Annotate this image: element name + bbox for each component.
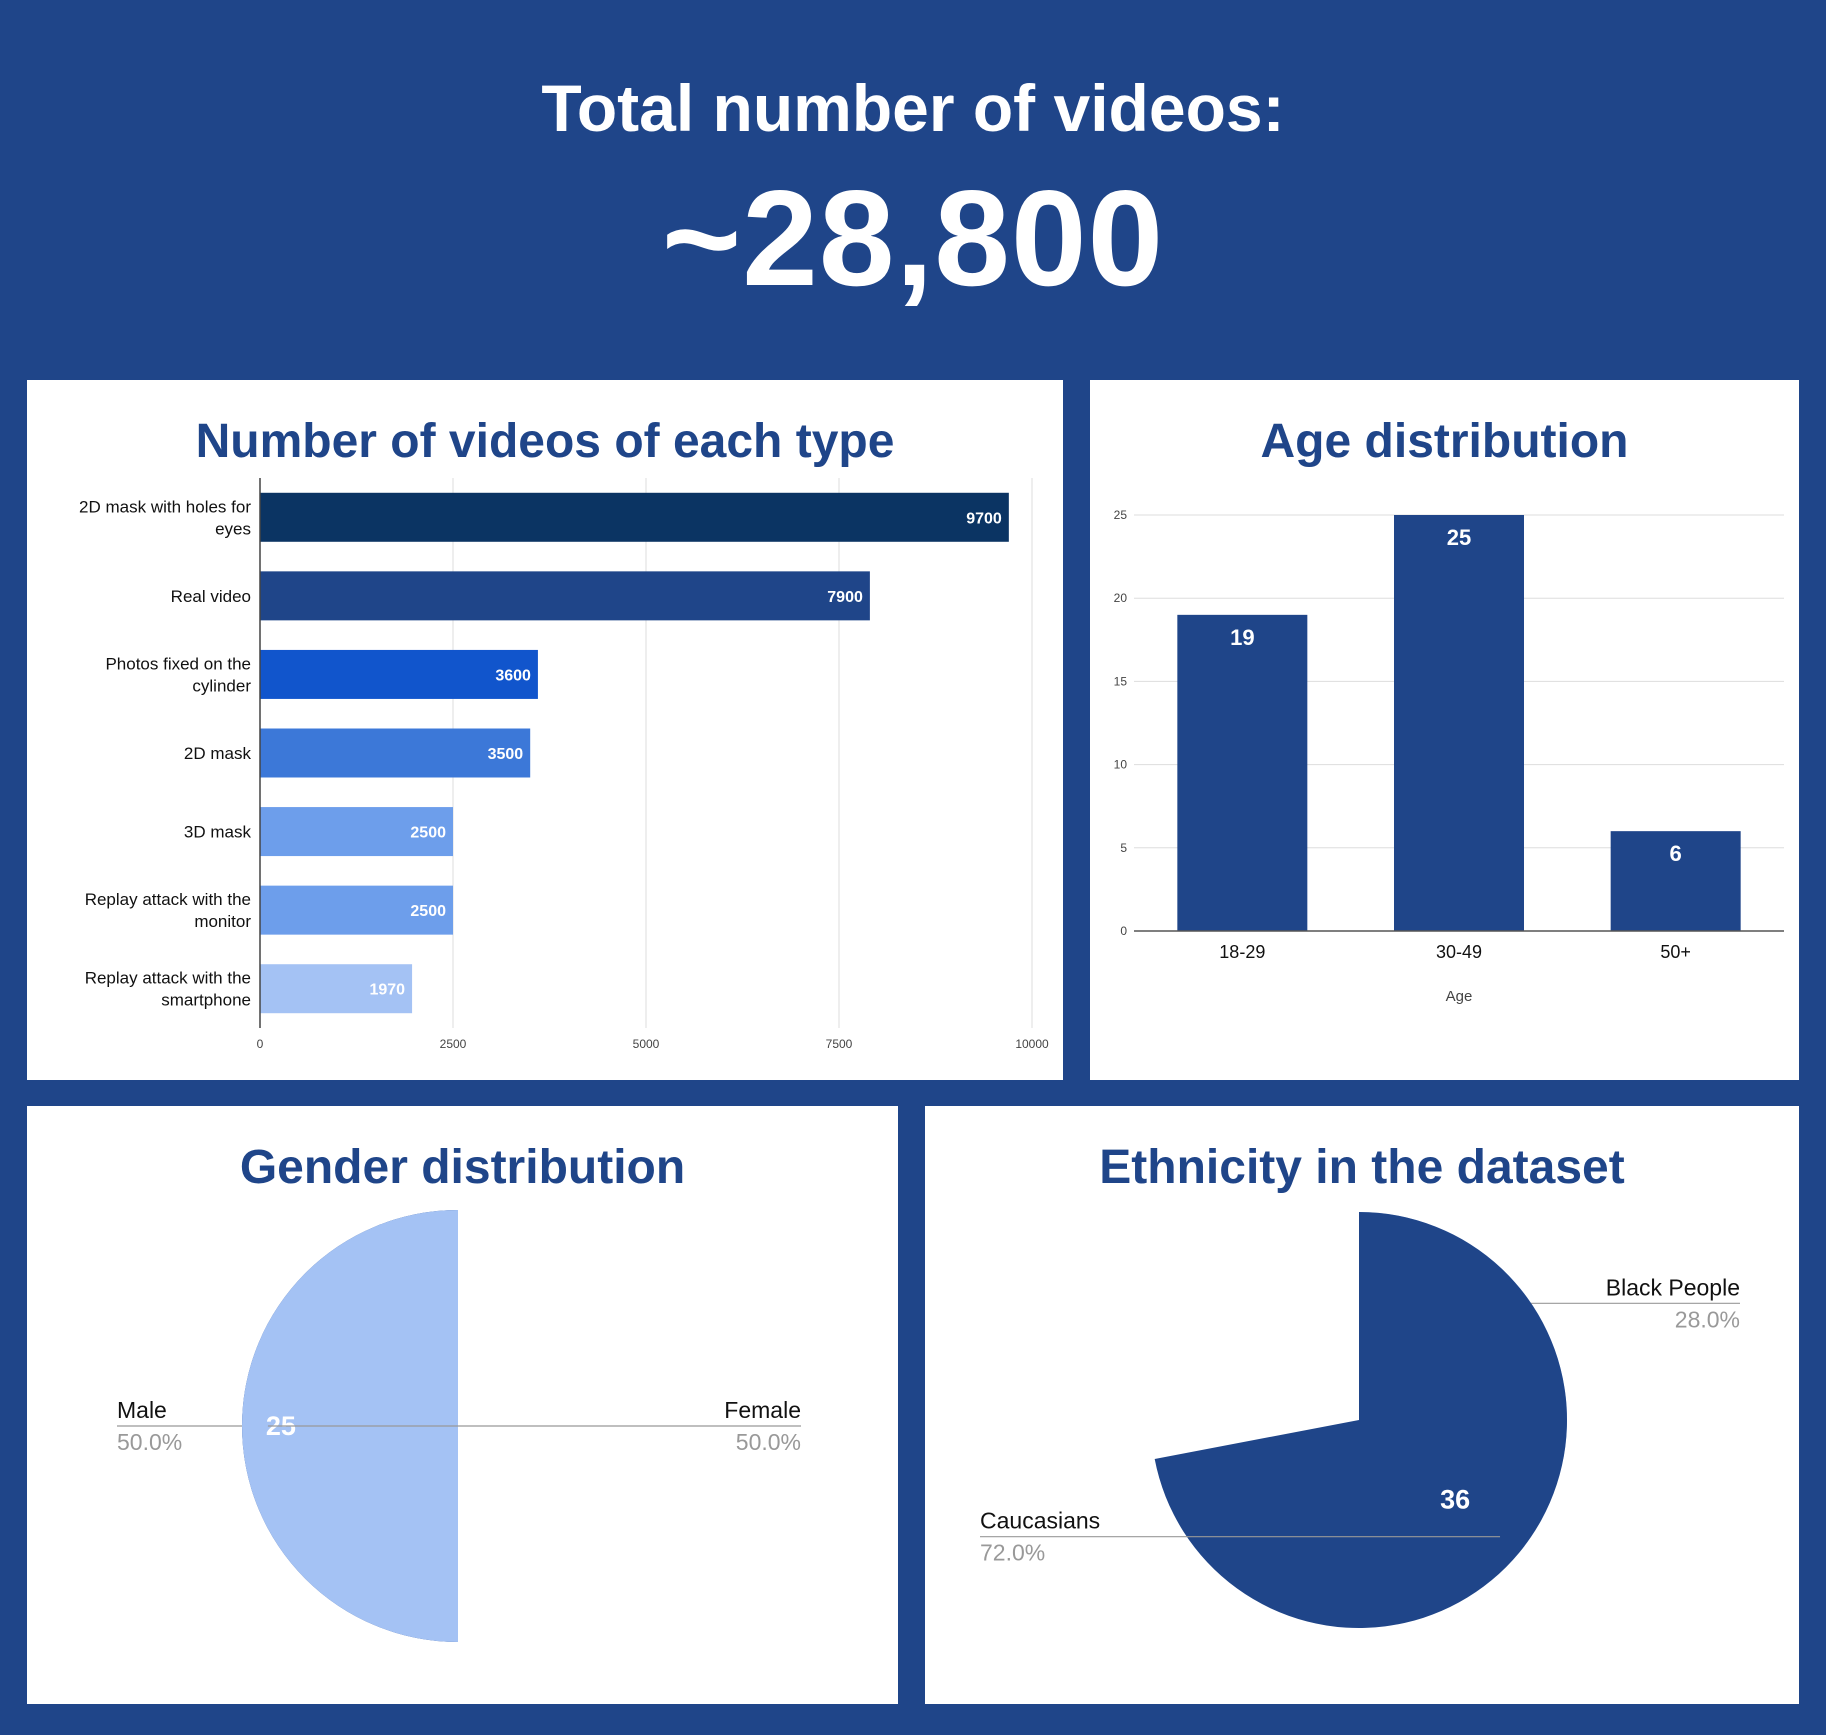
video-types-bar-chart: 0 2500 5000 7500 10000 9700 2D mask with holes… [79,478,1049,1051]
bar [260,885,453,935]
bar-data-label: 2500 [410,903,446,920]
slice-percent-label: 72.0% [980,1540,1045,1566]
bar-data-label: 9700 [966,510,1002,527]
slice-value-label: 36 [1440,1485,1470,1515]
category-label: cylinder [192,676,251,695]
x-tick-label: 0 [257,1037,264,1051]
bar-data-label: 3600 [495,667,531,684]
age-bar-chart: 0 5 10 15 20 25 19 18-29 25 30-49 6 50+ Age [1114,508,1784,1005]
slice-name-label: Black People [1606,1274,1740,1300]
x-tick-label: 7500 [826,1037,853,1051]
y-tick-label: 20 [1114,591,1128,605]
category-label: monitor [194,912,251,931]
y-tick-label: 25 [1114,508,1128,522]
bar-data-label: 19 [1230,625,1254,650]
x-tick-label: 18-29 [1219,942,1265,962]
bar [1610,831,1741,931]
bar-data-label: 1970 [369,982,405,999]
bar [260,492,1009,542]
pie-slice [1154,1212,1567,1628]
category-label: eyes [215,519,251,538]
bar [1177,614,1308,931]
bar-data-label: 6 [1670,841,1682,866]
bar-data-label: 25 [1447,525,1471,550]
bar-data-label: 3500 [488,746,524,763]
slice-percent-label: 50.0% [117,1429,182,1455]
category-label: 3D mask [184,823,252,842]
ethnicity-chart-title: Ethnicity in the dataset [1099,1141,1625,1194]
category-label: 2D mask [184,744,252,763]
y-tick-label: 15 [1114,674,1128,688]
age-chart-panel: Age distribution 0 5 10 15 20 25 19 18-29 25 30-4… [1090,380,1799,1080]
y-tick-label: 0 [1120,924,1127,938]
slice-percent-label: 28.0% [1675,1306,1740,1332]
x-axis-title: Age [1446,988,1473,1005]
video-types-chart-panel: Number of videos of each type 0 2500 5000 7… [27,380,1063,1080]
total-videos-value: ~28,800 [661,162,1165,314]
video-types-chart-title: Number of videos of each type [195,415,895,468]
y-tick-label: 5 [1120,841,1127,855]
category-label: Replay attack with the [85,969,251,988]
bar [260,649,538,699]
total-videos-label: Total number of videos: [541,71,1285,145]
slice-name-label: Female [724,1397,801,1423]
gender-chart-title: Gender distribution [239,1141,686,1194]
x-tick-label: 5000 [633,1037,660,1051]
slice-name-label: Caucasians [980,1508,1100,1534]
x-tick-label: 30-49 [1436,942,1482,962]
bar-data-label: 7900 [827,589,863,606]
category-label: smartphone [161,991,251,1010]
category-label: Replay attack with the [85,890,251,909]
category-label: 2D mask with holes for [79,497,251,516]
category-label: Photos fixed on the [105,654,251,673]
x-tick-label: 10000 [1015,1037,1049,1051]
bar [260,571,870,621]
x-tick-label: 50+ [1660,942,1691,962]
gender-chart-panel: Gender distribution 25Male50.0%25Female5… [27,1106,898,1704]
bar [1394,515,1524,931]
bar-data-label: 2500 [410,825,446,842]
bar [260,964,413,1014]
age-chart-title: Age distribution [1260,415,1629,468]
bar [260,807,453,857]
y-tick-label: 10 [1114,758,1128,772]
slice-percent-label: 50.0% [736,1429,801,1455]
x-tick-label: 2500 [440,1037,467,1051]
slice-name-label: Male [117,1397,167,1423]
category-label: Real video [171,587,251,606]
ethnicity-chart-panel: Ethnicity in the dataset 14Black People2… [925,1106,1799,1704]
bar [260,728,531,778]
